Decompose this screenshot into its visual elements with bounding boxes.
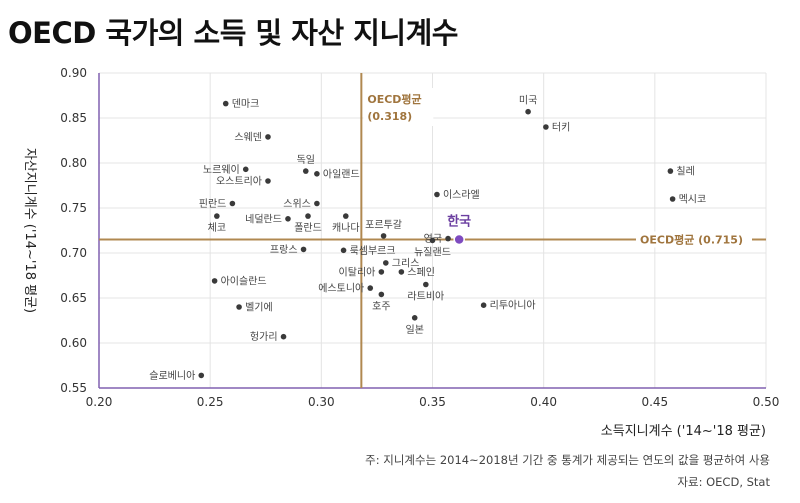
- y-tick-label: 0.55: [60, 381, 87, 395]
- x-tick-label: 0.25: [197, 395, 224, 409]
- point-label: 덴마크: [232, 98, 260, 110]
- data-point: [667, 168, 674, 174]
- oecd-average-y-label: OECD평균 (0.715): [640, 233, 743, 247]
- x-tick-label: 0.30: [308, 395, 335, 409]
- point-label: 독일: [297, 154, 315, 166]
- data-point: [383, 260, 389, 266]
- point-label: 체코: [208, 222, 226, 234]
- data-point: [342, 213, 349, 219]
- x-tick-label: 0.45: [641, 395, 668, 409]
- data-point: [411, 315, 418, 321]
- data-point: [380, 233, 387, 239]
- point-label: 프랑스: [270, 244, 298, 256]
- x-tick-label: 0.50: [753, 395, 780, 409]
- y-tick-label: 0.85: [60, 111, 87, 125]
- point-label: 아이슬란드: [221, 275, 267, 287]
- data-point: [398, 269, 405, 275]
- point-label: 룩셈부르크: [350, 245, 396, 257]
- point-label: 스웨덴: [234, 131, 262, 143]
- x-tick-label: 0.20: [86, 395, 113, 409]
- data-point: [265, 178, 271, 184]
- data-point: [378, 291, 385, 298]
- point-label: 리투아니아: [490, 300, 536, 312]
- point-label: 터키: [552, 122, 570, 134]
- point-label: 헝가리: [250, 331, 278, 343]
- data-point: [302, 168, 309, 174]
- point-label: 노르웨이: [203, 164, 240, 176]
- y-tick-label: 0.75: [60, 201, 87, 215]
- y-axis-title: 자산지니계수 ('14~'18 평균): [22, 148, 37, 313]
- point-label: 슬로베니아: [149, 370, 195, 382]
- point-label: 미국: [519, 95, 537, 107]
- point-label: 칠레: [676, 166, 694, 178]
- y-tick-label: 0.90: [60, 66, 87, 80]
- point-label: 벨기에: [245, 302, 273, 314]
- point-label: 이스라엘: [443, 188, 480, 201]
- point-label: 스페인: [407, 266, 435, 278]
- point-label: 스위스: [283, 197, 311, 210]
- x-tick-label: 0.35: [419, 395, 446, 409]
- data-point: [423, 281, 429, 288]
- data-point: [280, 333, 287, 340]
- data-point: [525, 108, 531, 115]
- point-label: 포르투갈: [365, 218, 402, 231]
- x-tick-label: 0.40: [530, 395, 557, 409]
- point-label: 호주: [372, 300, 390, 312]
- point-label: 네덜란드: [245, 213, 282, 225]
- point-label: 캐나다: [332, 222, 360, 234]
- point-label: 아일랜드: [323, 168, 360, 180]
- oecd-average-y-label-bg: [636, 231, 752, 248]
- data-point: [236, 304, 242, 310]
- data-point: [314, 171, 320, 177]
- data-point: [265, 134, 271, 140]
- data-point: [378, 269, 385, 275]
- data-point: [445, 235, 451, 242]
- data-point: [285, 216, 291, 222]
- oecd-average-x-label-bg: [363, 88, 434, 126]
- point-label: 뉴질랜드: [414, 246, 451, 258]
- point-label: 에스토니아: [318, 283, 364, 295]
- point-label: 일본: [406, 324, 424, 336]
- data-point: [669, 196, 676, 202]
- data-point: [367, 285, 374, 291]
- point-label: 핀란드: [199, 198, 227, 210]
- y-tick-label: 0.80: [60, 156, 87, 170]
- highlight-label: 한국: [447, 214, 471, 230]
- data-point: [242, 166, 249, 173]
- point-label: 그리스: [392, 257, 420, 269]
- data-point: [214, 213, 220, 219]
- data-point: [314, 200, 320, 207]
- data-point: [434, 191, 440, 198]
- y-tick-label: 0.70: [60, 246, 87, 260]
- y-tick-label: 0.65: [60, 291, 87, 305]
- oecd-average-x-label: OECD평균: [367, 92, 421, 106]
- point-label: 오스트리아: [216, 176, 262, 188]
- point-label: 멕시코: [679, 194, 707, 206]
- chart-source: 자료: OECD, Stat: [677, 475, 770, 489]
- data-point: [300, 246, 307, 253]
- oecd-average-x-value: (0.318): [367, 110, 412, 123]
- point-label: 라트비아: [407, 291, 444, 303]
- y-tick-label: 0.60: [60, 336, 87, 350]
- data-point: [222, 100, 229, 107]
- highlight-point: [453, 233, 465, 246]
- point-label: 폴란드: [294, 222, 322, 234]
- point-label: 이탈리아: [339, 265, 376, 278]
- x-axis-title: 소득지니계수 ('14~'18 평균): [601, 424, 766, 439]
- data-point: [429, 237, 436, 244]
- data-point: [340, 247, 347, 254]
- data-point: [211, 278, 218, 284]
- data-point: [543, 124, 549, 130]
- data-point: [480, 302, 487, 309]
- data-point: [229, 200, 236, 207]
- chart-title: OECD 국가의 소득 및 자산 지니계수: [8, 16, 458, 50]
- data-point: [198, 372, 205, 379]
- data-point: [305, 213, 311, 219]
- chart-note: 주: 지니계수는 2014~2018년 기간 중 통계가 제공되는 연도의 값을…: [365, 453, 770, 467]
